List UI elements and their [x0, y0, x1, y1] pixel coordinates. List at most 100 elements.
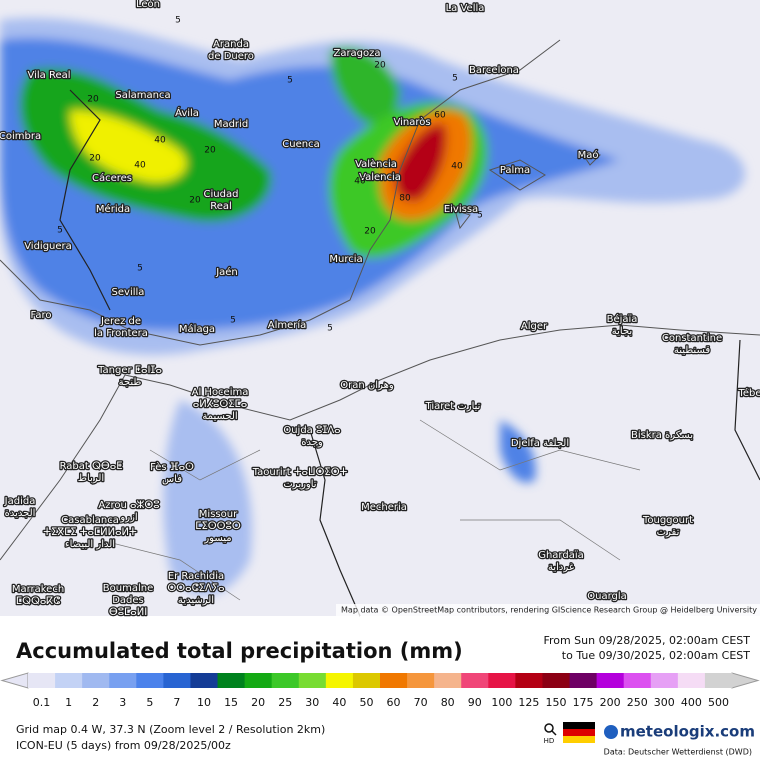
city-label: ⵎⵉⵙⵙⵓⵔ — [195, 521, 241, 532]
flag-black — [563, 722, 595, 729]
legend-swatch — [82, 673, 110, 688]
city-label: Aranda — [213, 39, 249, 50]
city-label: ازرو — [119, 512, 137, 523]
city-label: Cáceres — [92, 172, 132, 184]
contour-label: 5 — [452, 74, 458, 84]
city-label: وجدة — [301, 437, 323, 448]
legend-label: 500 — [708, 696, 729, 709]
border-es-pt — [59, 89, 111, 311]
city-label: Boumalne — [103, 583, 153, 594]
contour-label: 20 — [364, 227, 376, 237]
legend: 0.1 1 2 3 5 7 10 15 20 25 30 40 50 60 70 80 90 100 125 150 1… — [0, 672, 760, 709]
coastline — [0, 39, 561, 346]
model-info: ICON-EU (5 days) from 09/28/2025/00z — [16, 739, 231, 752]
legend-swatch — [298, 673, 327, 688]
legend-label: 50 — [359, 696, 373, 709]
admin-lines — [99, 419, 641, 601]
legend-label: 5 — [146, 696, 153, 709]
city-label: Málaga — [179, 323, 215, 335]
city-label: Marrakech — [12, 584, 64, 595]
legend-label: 60 — [387, 696, 401, 709]
contour-label: 20 — [374, 61, 386, 71]
city-label: ⴱⵓⵎⴰⵍⵏ — [109, 607, 147, 618]
city-label: Vinaròs — [393, 116, 430, 128]
city-label: Barcelona — [469, 65, 519, 76]
legend-swatch — [28, 673, 56, 688]
legend-swatch — [407, 673, 435, 688]
city-label: Casablanca — [61, 515, 119, 526]
flag-gold — [563, 736, 595, 743]
flag-red — [563, 729, 595, 736]
city-label: València — [355, 158, 397, 170]
city-label: León — [136, 0, 160, 10]
legend-swatch — [325, 673, 354, 688]
legend-swatch — [352, 673, 381, 688]
contour-label: 40 — [134, 161, 146, 171]
legend-label: 125 — [518, 696, 539, 709]
attribution-bg — [336, 604, 760, 616]
city-label: Mérida — [96, 203, 130, 215]
legend-label: 90 — [468, 696, 482, 709]
legend-label: 0.1 — [33, 696, 51, 709]
city-label: Oran وهران — [340, 380, 394, 391]
city-label: Alger — [521, 321, 548, 332]
city-label: Azrou ⴰⵣⵔⵓ — [98, 500, 159, 511]
zoom-icon-handle — [551, 730, 557, 736]
zoom-icon[interactable] — [544, 723, 554, 733]
legend-swatch — [190, 673, 219, 688]
precip-field — [0, 18, 745, 596]
legend-swatch — [109, 673, 137, 688]
city-label: Real — [210, 201, 232, 212]
legend-label: 100 — [491, 696, 512, 709]
legend-label: 150 — [546, 696, 567, 709]
contour-label: 80 — [399, 194, 411, 204]
city-label: تاوريرت — [283, 479, 316, 490]
city-label: Eivissa — [444, 204, 478, 215]
city-label: Djelfa الجلفة — [511, 438, 569, 449]
city-label: الجديدة — [5, 508, 36, 519]
brand[interactable]: meteologix.com — [620, 723, 755, 741]
contour-labels: 5 5 20 20 40 20 20 40 60 80 40 40 20 5 5 5 5 5 20 5 — [57, 16, 483, 334]
hd-label[interactable]: HD — [544, 737, 555, 745]
city-label: Ávila — [175, 106, 199, 119]
legend-swatch — [488, 673, 516, 688]
legend-label: 200 — [600, 696, 621, 709]
city-label: Tébe — [737, 387, 760, 399]
city-label: Tanger ⵟⴰⵏⵊⴰ — [97, 365, 162, 376]
city-label: فاس — [162, 474, 182, 485]
city-label: Ciudad — [204, 189, 239, 200]
city-label: Al Hoceima — [192, 387, 249, 398]
legend-label: 1 — [65, 696, 72, 709]
city-label: Tiaret تيارت — [425, 401, 481, 412]
contour-label: 20 — [87, 95, 99, 105]
border-ma-dz — [309, 429, 361, 617]
legend-label: 7 — [173, 696, 180, 709]
contour-label: 5 — [287, 76, 293, 86]
legend-swatch — [217, 673, 246, 688]
contour-label: 40 — [451, 162, 463, 172]
contour-label: 20 — [189, 196, 201, 206]
city-label: La Vella — [446, 3, 485, 14]
coastline-africa — [0, 324, 760, 561]
legend-label: 250 — [627, 696, 648, 709]
legend-arrow-right — [731, 672, 760, 689]
city-label: la Frontera — [94, 328, 148, 339]
city-label: ⵔⵔⴰⵛⵉⴷⵢⴰ — [167, 583, 224, 594]
legend-swatch — [542, 673, 571, 688]
city-label: Jadida — [4, 496, 36, 507]
legend-swatch — [569, 673, 598, 688]
contour-label: 5 — [230, 316, 236, 326]
legend-label: 175 — [573, 696, 594, 709]
contour-label: 5 — [327, 324, 333, 334]
legend-label: 3 — [119, 696, 126, 709]
period-to: to Tue 09/30/2025, 02:00am CEST — [562, 649, 750, 662]
border-dz-tn — [734, 339, 760, 481]
legend-label: 10 — [197, 696, 211, 709]
city-label: Dades — [112, 595, 144, 606]
legend-swatch — [136, 673, 164, 688]
legend-swatch — [271, 673, 300, 688]
city-label: Béjaïa — [607, 313, 638, 325]
legend-swatch — [434, 673, 462, 688]
grid-info: Grid map 0.4 W, 37.3 N (Zoom level 2 / R… — [16, 723, 325, 736]
